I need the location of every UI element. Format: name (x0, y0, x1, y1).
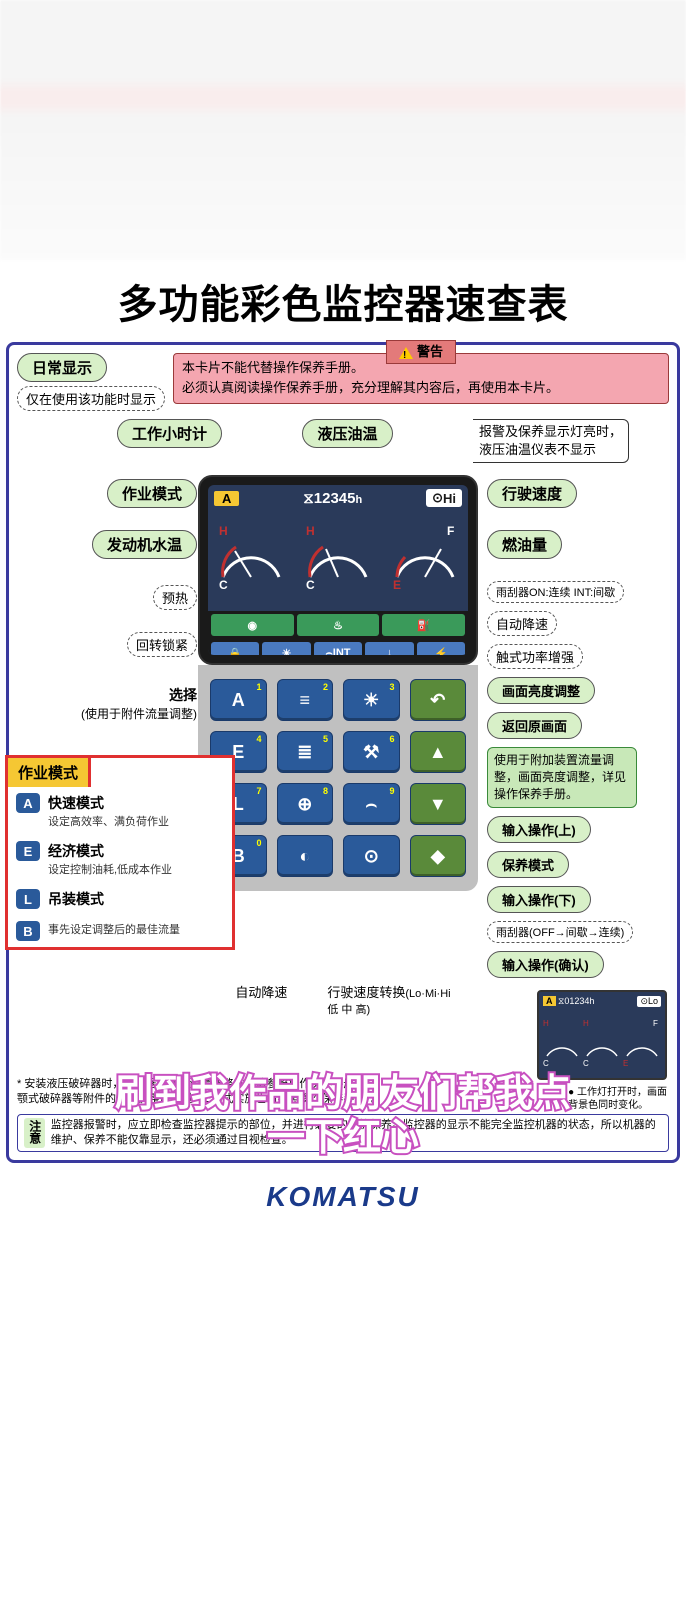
keypad-key[interactable]: ↶ (410, 679, 467, 721)
hyd-temp-pill: 液压油温 (302, 419, 392, 448)
keypad-key[interactable]: ▲ (410, 731, 467, 773)
mode-item: E经济模式设定控制油耗,低成本作业 (8, 835, 232, 883)
bottom-whitespace (0, 1253, 686, 1453)
keypad-key[interactable]: ◐ (277, 835, 334, 877)
svg-text:E: E (623, 1059, 628, 1068)
keypad-key[interactable]: ≡2 (277, 679, 334, 721)
input-down-pill: 输入操作(下) (487, 886, 591, 913)
warning-icon (399, 347, 413, 359)
svg-text:F: F (447, 524, 454, 538)
svg-text:H: H (543, 1019, 549, 1028)
svg-text:H: H (219, 524, 228, 538)
svg-text:H: H (306, 524, 315, 538)
input-up-pill: 输入操作(上) (487, 816, 591, 843)
lcd-icon: ↓ (365, 642, 413, 655)
svg-text:E: E (393, 578, 401, 592)
lcd-icon: ☀ (262, 642, 310, 655)
keypad-key[interactable]: ◆ (410, 835, 467, 877)
mode-item: L吊装模式 (8, 883, 232, 915)
fuel-gauge: F E (385, 517, 465, 597)
alarm-note: 报警及保养显示灯亮时， 液压油温仪表不显示 (473, 419, 629, 463)
brand-logo: KOMATSU (0, 1163, 686, 1253)
return-pill: 返回原画面 (487, 712, 582, 739)
keypad-key[interactable]: ⚒6 (343, 731, 400, 773)
svg-text:C: C (583, 1059, 589, 1068)
select-sub: (使用于附件流量调整) (81, 707, 197, 723)
page-title: 多功能彩色监控器速查表 (0, 260, 686, 342)
keypad-key[interactable]: ≣5 (277, 731, 334, 773)
mode-a-flag: A (214, 491, 239, 506)
coolant-pill: 发动机水温 (92, 530, 197, 559)
green-tip-box: 使用于附加装置流量调整，画面亮度调整，详见操作保养手册。 (487, 747, 637, 807)
lcd-screen: A ⧖12345h ⊙Hi H C H (208, 485, 468, 655)
lcd-icon: ◉ (211, 614, 294, 636)
work-mode-box: 作业模式 A快速模式设定高效率、满负荷作业E经济模式设定控制油耗,低成本作业L吊… (5, 755, 235, 950)
mode-item: A快速模式设定高效率、满负荷作业 (8, 787, 232, 835)
hyd-temp-gauge: H C (298, 517, 378, 597)
svg-text:C: C (219, 578, 228, 592)
keypad: A1≡2☀3↶E4≣5⚒6▲L7⊕8⌢9▼B0◐⊙◆ (198, 665, 478, 891)
daily-display-pill: 日常显示 (17, 353, 107, 382)
lcd-icon: ♨ (297, 614, 380, 636)
social-overlay-text: 刷到我作品的朋友们帮我点 一下红心 (13, 1073, 673, 1160)
coolant-gauge: H C (211, 517, 291, 597)
mode-item: B事先设定调整后的最佳流量 (8, 915, 232, 947)
svg-text:C: C (306, 578, 315, 592)
keypad-key[interactable]: ⊙ (343, 835, 400, 877)
keypad-key[interactable]: ☀3 (343, 679, 400, 721)
daily-sub-pill: 仅在使用该功能时显示 (17, 386, 165, 411)
warning-label: 警告 (386, 340, 456, 364)
hi-badge: ⊙Hi (426, 489, 462, 507)
power-boost-pill: 触式功率增强 (487, 644, 583, 669)
wiper-note-pill: 雨刮器ON:连续 INT:间歇 (487, 581, 624, 603)
reference-card: 日常显示 仅在使用该功能时显示 警告 本卡片不能代替操作保养手册。 必须认真阅读… (6, 342, 680, 1163)
keypad-key[interactable]: ⌢9 (343, 783, 400, 825)
select-label: 选择 (169, 687, 197, 703)
night-mode-thumb: A ⧖01234h ⊙Lo H C H C F E (537, 990, 667, 1080)
keypad-key[interactable]: A1 (210, 679, 267, 721)
work-mode-pill: 作业模式 (107, 479, 197, 508)
travel-speed-pill: 行驶速度 (487, 479, 577, 508)
keypad-key[interactable]: ▼ (410, 783, 467, 825)
warning-box: 警告 本卡片不能代替操作保养手册。 必须认真阅读操作保养手册，充分理解其内容后，… (173, 353, 669, 404)
lcd-icon: ⛽ (382, 614, 465, 636)
monitor-device: A ⧖12345h ⊙Hi H C H (198, 475, 478, 891)
brightness-pill: 画面亮度调整 (487, 677, 595, 704)
speed-switch-label: 行驶速度转换(Lo·Mi·Hi 低 中 高) (327, 982, 450, 1017)
maint-pill: 保养模式 (487, 851, 569, 878)
auto-decel2-label: 自动降速 (235, 982, 287, 1017)
svg-text:C: C (543, 1059, 549, 1068)
lcd-icon: 🔒 (211, 642, 259, 655)
lcd-icon: ⚡ (417, 642, 465, 655)
swing-lock-pill: 回转锁紧 (127, 632, 197, 657)
top-blur-area (0, 0, 686, 260)
work-mode-box-title: 作业模式 (5, 755, 91, 787)
input-confirm-pill: 输入操作(确认) (487, 951, 604, 978)
work-hour-pill: 工作小时计 (117, 419, 222, 448)
auto-decel-pill: 自动降速 (487, 611, 557, 636)
preheat-pill: 预热 (153, 585, 197, 610)
wiper2-pill: 雨刮器(OFF→间歇→连续) (487, 921, 633, 943)
lcd-icon: ⌢INT (314, 642, 362, 655)
fuel-pill: 燃油量 (487, 530, 562, 559)
warning-line: 必须认真阅读操作保养手册，充分理解其内容后，再使用本卡片。 (182, 378, 660, 398)
svg-text:F: F (653, 1019, 658, 1028)
keypad-key[interactable]: ⊕8 (277, 783, 334, 825)
svg-text:H: H (583, 1019, 589, 1028)
